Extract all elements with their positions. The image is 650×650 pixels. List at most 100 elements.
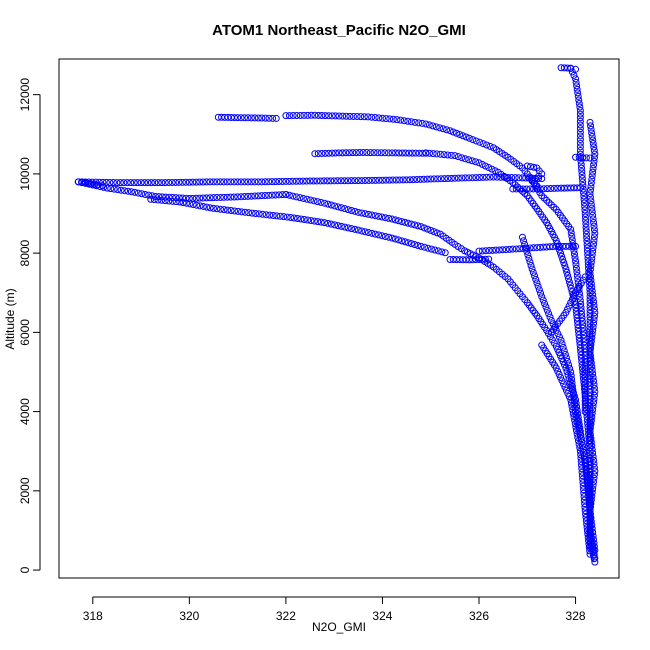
data-point — [583, 237, 591, 245]
data-point — [572, 242, 580, 250]
data-point — [306, 177, 314, 185]
data-point — [422, 120, 430, 128]
data-point — [590, 226, 598, 234]
data-point — [381, 232, 389, 240]
data-point — [581, 392, 589, 400]
y-tick-label: 2000 — [18, 477, 32, 504]
data-point — [588, 366, 596, 374]
data-point — [583, 476, 591, 484]
data-point — [509, 185, 517, 193]
data-point — [337, 222, 345, 230]
data-point — [552, 326, 560, 334]
y-tick-label: 8000 — [18, 239, 32, 266]
data-point — [587, 197, 595, 205]
data-point — [581, 206, 589, 214]
data-point — [585, 544, 593, 552]
data-point — [341, 205, 349, 213]
data-point — [586, 352, 594, 360]
data-point — [364, 229, 372, 237]
data-point — [576, 114, 584, 122]
data-point — [304, 111, 312, 119]
data-point — [578, 314, 586, 322]
data-point — [533, 182, 541, 190]
data-point — [258, 192, 266, 200]
data-point — [579, 371, 587, 379]
data-point — [161, 197, 169, 205]
data-point — [437, 175, 445, 183]
data-point — [556, 352, 564, 360]
data-point — [424, 244, 432, 252]
data-point — [584, 247, 592, 255]
data-point — [141, 179, 149, 187]
data-point — [482, 247, 490, 255]
data-point — [331, 202, 339, 210]
data-point — [587, 201, 595, 209]
data-point — [92, 182, 100, 190]
data-point — [578, 442, 586, 450]
data-point — [148, 192, 156, 200]
data-point — [566, 281, 574, 289]
data-point — [577, 348, 585, 356]
data-point — [282, 190, 290, 198]
data-point — [412, 149, 420, 157]
data-point — [403, 176, 411, 184]
data-point — [227, 193, 235, 201]
data-point — [265, 114, 273, 122]
data-point — [385, 214, 393, 222]
data-point — [251, 178, 259, 186]
data-point — [272, 114, 280, 122]
data-point — [572, 304, 580, 312]
data-point — [310, 217, 318, 225]
data-point — [523, 247, 531, 255]
data-point — [145, 191, 153, 199]
data-point — [582, 223, 590, 231]
data-point — [587, 276, 595, 284]
data-point — [444, 151, 452, 159]
data-point — [580, 189, 588, 197]
data-point — [576, 139, 584, 147]
data-point — [485, 255, 493, 263]
data-point — [334, 177, 342, 185]
data-point — [583, 523, 591, 531]
data-point — [589, 294, 597, 302]
data-point — [483, 141, 491, 149]
data-point — [590, 301, 598, 309]
data-point — [590, 240, 598, 248]
data-point — [590, 154, 598, 162]
data-point — [407, 118, 415, 126]
data-point — [368, 113, 376, 121]
data-point — [414, 241, 422, 249]
data-point — [255, 210, 263, 218]
data-point — [366, 149, 374, 157]
data-point — [587, 258, 595, 266]
data-point — [269, 211, 277, 219]
data-point — [581, 503, 589, 511]
data-point — [436, 124, 444, 132]
data-point — [203, 203, 211, 211]
data-point — [586, 431, 594, 439]
data-point — [335, 112, 343, 120]
data-point — [564, 305, 572, 313]
data-point — [213, 194, 221, 202]
data-point — [586, 503, 594, 511]
data-point — [237, 193, 245, 201]
data-point — [589, 136, 597, 144]
data-point — [276, 212, 284, 220]
data-point — [209, 178, 217, 186]
data-point — [568, 242, 576, 250]
data-point — [581, 507, 589, 515]
data-point — [344, 177, 352, 185]
data-point — [478, 247, 486, 255]
data-point — [557, 249, 565, 257]
data-point — [590, 316, 598, 324]
data-point — [292, 177, 300, 185]
data-point — [468, 157, 476, 165]
data-point — [578, 317, 586, 325]
data-point — [282, 177, 290, 185]
data-point — [589, 406, 597, 414]
chart-title: ATOM1 Northeast_Pacific N2O_GMI — [212, 22, 466, 39]
data-point — [427, 175, 435, 183]
data-point — [520, 237, 528, 245]
data-point — [576, 136, 584, 144]
data-point — [559, 255, 567, 263]
